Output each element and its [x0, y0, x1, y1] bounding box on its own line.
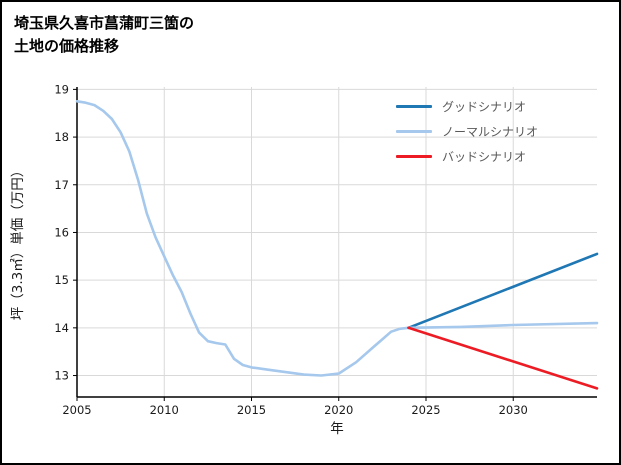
x-tick-label: 2005	[62, 403, 91, 417]
page-title: 埼玉県久喜市菖蒲町三箇の 土地の価格推移	[14, 12, 194, 57]
legend-label-normal: ノーマルシナリオ	[442, 125, 539, 139]
x-tick-label: 2025	[411, 403, 440, 417]
legend-item-bad: バッドシナリオ	[396, 144, 538, 169]
legend-item-good: グッドシナリオ	[396, 94, 538, 119]
y-tick-label: 16	[54, 225, 69, 239]
x-axis-label: 年	[330, 421, 344, 437]
axes: 2005 2010 2015 2020 2025 2030 13 14 15 16 17 18 19	[54, 82, 597, 417]
y-tick-label: 18	[54, 130, 69, 144]
x-tick-label: 2010	[150, 403, 179, 417]
title-line-2: 土地の価格推移	[14, 36, 120, 55]
y-tick-label: 19	[54, 82, 69, 96]
series-line-normal	[407, 321, 599, 330]
y-axis-label: 坪（3.3㎡）単価（万円）	[10, 164, 26, 320]
y-tick-label: 15	[54, 273, 69, 287]
y-tick-label: 13	[54, 369, 69, 383]
title-line-1: 埼玉県久喜市菖蒲町三箇の	[14, 14, 195, 32]
x-tick-label: 2030	[499, 403, 528, 417]
y-tick-label: 14	[54, 321, 69, 335]
legend-item-normal: ノーマルシナリオ	[396, 119, 538, 144]
chart-legend: グッドシナリオ ノーマルシナリオ バッドシナリオ	[396, 94, 538, 169]
x-tick-label: 2020	[324, 403, 353, 417]
legend-label-bad: バッドシナリオ	[442, 150, 527, 164]
series-line-bad	[407, 326, 599, 390]
y-tick-label: 17	[54, 178, 69, 192]
gridlines	[76, 87, 597, 397]
x-tick-label: 2015	[237, 403, 266, 417]
legend-swatch-good	[396, 105, 432, 108]
legend-label-good: グッドシナリオ	[442, 100, 527, 114]
legend-swatch-normal	[396, 130, 432, 133]
series-line-good	[407, 252, 599, 330]
series-line-history	[75, 100, 410, 377]
legend-swatch-bad	[396, 155, 432, 158]
